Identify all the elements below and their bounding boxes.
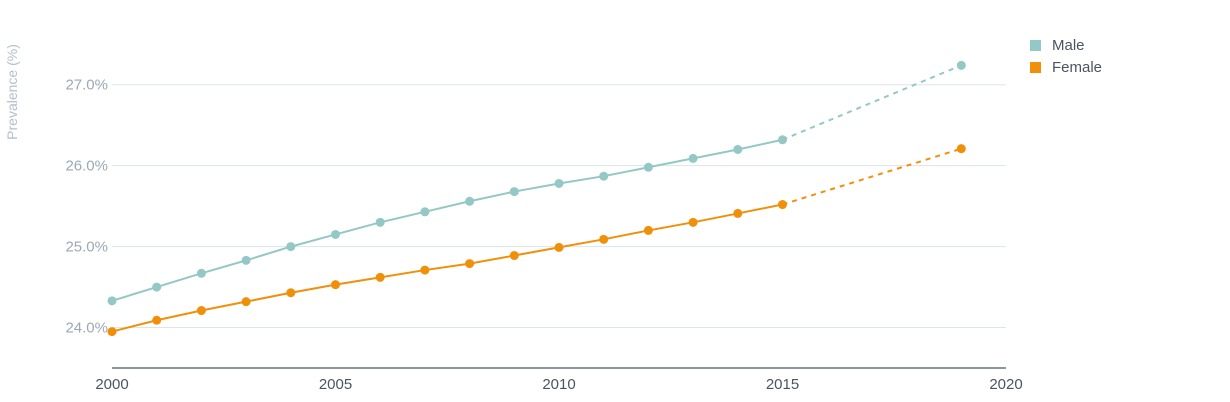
x-tick-label: 2005 — [319, 376, 352, 393]
projection-point-female[interactable] — [956, 144, 966, 154]
data-point-female[interactable] — [196, 306, 206, 316]
data-point-male[interactable] — [420, 207, 430, 217]
data-point-female[interactable] — [420, 265, 430, 275]
data-point-male[interactable] — [554, 178, 564, 188]
projection-line-male — [782, 64, 962, 141]
x-tick-label: 2020 — [989, 376, 1022, 393]
data-point-male[interactable] — [375, 217, 385, 227]
data-point-female[interactable] — [643, 225, 653, 235]
legend-item-female[interactable]: Female — [1030, 56, 1102, 78]
y-tick-label: 25.0% — [65, 239, 108, 256]
y-axis-label: Prevalence (%) — [4, 44, 20, 140]
data-point-female[interactable] — [286, 288, 296, 298]
data-point-male[interactable] — [107, 296, 117, 306]
data-point-female[interactable] — [554, 242, 564, 252]
data-point-female[interactable] — [688, 217, 698, 227]
data-point-female[interactable] — [107, 327, 117, 337]
data-point-male[interactable] — [286, 242, 296, 252]
projection-line-female — [782, 147, 962, 206]
data-point-female[interactable] — [241, 297, 251, 307]
grid-lines — [112, 84, 1006, 329]
data-point-male[interactable] — [509, 187, 519, 197]
series-lines — [111, 64, 962, 333]
x-tick-label: 2010 — [542, 376, 575, 393]
chart-legend: Male Female — [1030, 34, 1102, 78]
data-point-female[interactable] — [778, 200, 787, 210]
data-point-male[interactable] — [599, 171, 609, 181]
legend-label-male: Male — [1052, 36, 1085, 54]
data-point-male[interactable] — [733, 144, 743, 154]
data-point-male[interactable] — [688, 153, 698, 163]
legend-label-female: Female — [1052, 58, 1103, 76]
data-point-male[interactable] — [643, 162, 653, 172]
x-axis-ticks: 2000 2005 2010 2015 2020 — [95, 376, 1022, 393]
data-point-male[interactable] — [778, 135, 787, 145]
data-point-male[interactable] — [196, 268, 206, 278]
data-point-female[interactable] — [375, 272, 385, 282]
data-point-female[interactable] — [509, 251, 519, 261]
data-point-male[interactable] — [241, 255, 251, 265]
series-line-male — [111, 138, 783, 302]
data-point-female[interactable] — [152, 315, 162, 325]
y-tick-label: 27.0% — [65, 77, 108, 94]
data-point-male[interactable] — [465, 196, 475, 206]
legend-swatch-male — [1030, 39, 1041, 51]
data-point-female[interactable] — [331, 280, 340, 290]
series-points — [107, 60, 966, 337]
data-point-female[interactable] — [599, 234, 609, 244]
data-point-female[interactable] — [465, 259, 475, 269]
y-tick-label: 26.0% — [65, 158, 108, 175]
projection-point-male[interactable] — [956, 60, 966, 70]
y-tick-label: 24.0% — [65, 320, 108, 337]
legend-swatch-female — [1030, 61, 1041, 73]
series-line-female — [111, 203, 783, 333]
data-point-male[interactable] — [152, 282, 162, 292]
x-tick-label: 2000 — [95, 376, 128, 393]
data-point-male[interactable] — [331, 229, 340, 239]
legend-item-male[interactable]: Male — [1030, 34, 1102, 56]
x-tick-label: 2015 — [766, 376, 799, 393]
data-point-female[interactable] — [733, 208, 743, 218]
y-axis-ticks: 24.0% 25.0% 26.0% 27.0% — [65, 77, 108, 337]
